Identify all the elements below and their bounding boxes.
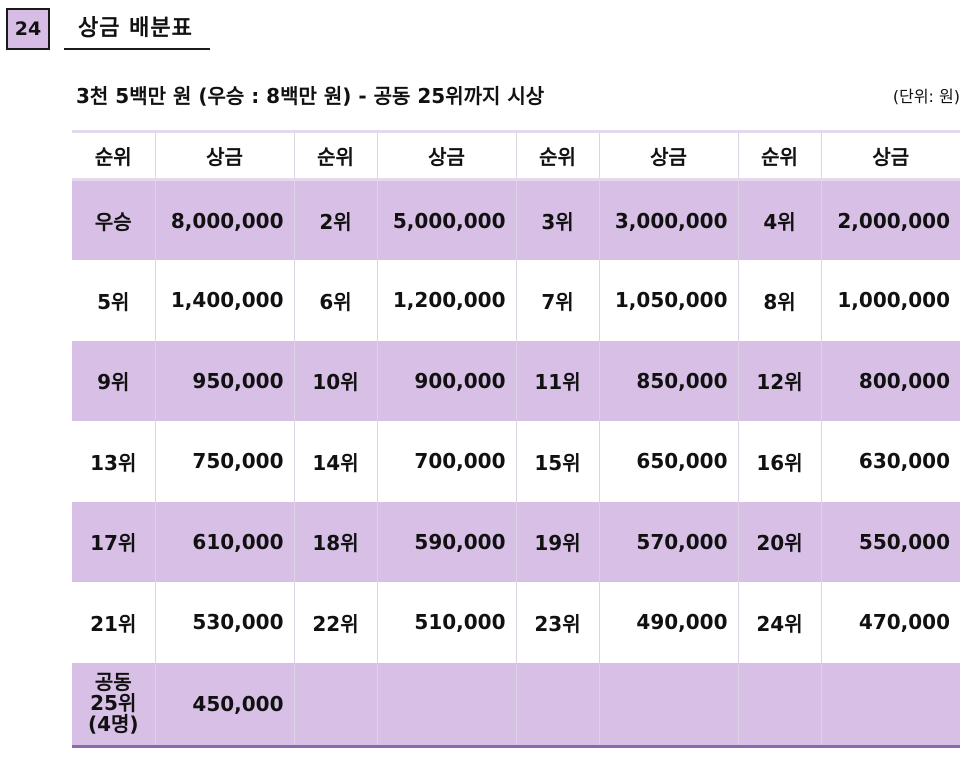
prize-distribution-table: 순위 상금 순위 상금 순위 상금 순위 상금 우승 8,000,000 2위 …: [72, 130, 960, 748]
prize-cell: 590,000: [376, 501, 516, 582]
page-title: 상금 배분표: [64, 14, 210, 50]
rank-cell: 22위: [293, 582, 377, 663]
prize-cell: 3,000,000: [598, 179, 738, 260]
empty-cell: [376, 662, 516, 748]
empty-cell: [515, 662, 599, 748]
prize-cell: 950,000: [154, 340, 294, 421]
prize-cell: 510,000: [376, 582, 516, 663]
prize-cell: 1,200,000: [376, 260, 516, 341]
header-prize: 상금: [598, 130, 738, 181]
prize-cell: 900,000: [376, 340, 516, 421]
empty-cell: [820, 662, 960, 748]
rank-cell: 16위: [737, 421, 821, 502]
header-rank: 순위: [72, 130, 155, 181]
rank-cell: 7위: [515, 260, 599, 341]
rank-cell: 15위: [515, 421, 599, 502]
rank-cell: 23위: [515, 582, 599, 663]
prize-cell: 1,000,000: [820, 260, 960, 341]
rank-cell: 20위: [737, 501, 821, 582]
table-row: 우승 8,000,000 2위 5,000,000 3위 3,000,000 4…: [72, 179, 960, 260]
header-prize: 상금: [154, 130, 294, 181]
unit-note: (단위: 원): [892, 87, 960, 106]
header-prize: 상금: [820, 130, 960, 181]
header-rank: 순위: [737, 130, 821, 181]
rank-cell: 6위: [293, 260, 377, 341]
table-row: 21위 530,000 22위 510,000 23위 490,000 24위 …: [72, 582, 960, 663]
rank-cell: 5위: [72, 260, 155, 341]
rank-cell: 10위: [293, 340, 377, 421]
prize-cell: 2,000,000: [820, 179, 960, 260]
prize-cell: 1,050,000: [598, 260, 738, 341]
table-row: 17위 610,000 18위 590,000 19위 570,000 20위 …: [72, 501, 960, 582]
table-row: 9위 950,000 10위 900,000 11위 850,000 12위 8…: [72, 340, 960, 421]
rank-cell-tied: 공동 25위 (4명): [72, 662, 155, 748]
rank-cell: 9위: [72, 340, 155, 421]
empty-cell: [737, 662, 821, 748]
rank-cell: 4위: [737, 179, 821, 260]
prize-cell: 1,400,000: [154, 260, 294, 341]
rank-cell: 우승: [72, 179, 155, 260]
rank-cell: 12위: [737, 340, 821, 421]
tied-rank-line: (4명): [87, 712, 139, 737]
rank-cell: 11위: [515, 340, 599, 421]
header-rank: 순위: [293, 130, 377, 181]
rank-cell: 19위: [515, 501, 599, 582]
prize-cell: 630,000: [820, 421, 960, 502]
prize-cell: 610,000: [154, 501, 294, 582]
header-rank: 순위: [515, 130, 599, 181]
prize-pool-subtitle: 3천 5백만 원 (우승 : 8백만 원) - 공동 25위까지 시상: [76, 84, 545, 108]
prize-cell: 530,000: [154, 582, 294, 663]
empty-cell: [293, 662, 377, 748]
header-prize: 상금: [376, 130, 516, 181]
table-row-tied-25th: 공동 25위 (4명) 450,000: [72, 662, 960, 748]
rank-cell: 18위: [293, 501, 377, 582]
rank-cell: 3위: [515, 179, 599, 260]
prize-cell: 750,000: [154, 421, 294, 502]
rank-cell: 14위: [293, 421, 377, 502]
prize-cell: 490,000: [598, 582, 738, 663]
rank-cell: 8위: [737, 260, 821, 341]
rank-cell: 13위: [72, 421, 155, 502]
tied-rank-line: 공동: [94, 670, 132, 695]
prize-cell: 800,000: [820, 340, 960, 421]
prize-cell: 850,000: [598, 340, 738, 421]
prize-cell: 570,000: [598, 501, 738, 582]
table-row: 5위 1,400,000 6위 1,200,000 7위 1,050,000 8…: [72, 260, 960, 341]
prize-cell: 550,000: [820, 501, 960, 582]
empty-cell: [598, 662, 738, 748]
rank-cell: 2위: [293, 179, 377, 260]
prize-cell: 450,000: [154, 662, 294, 748]
prize-cell: 5,000,000: [376, 179, 516, 260]
prize-cell: 700,000: [376, 421, 516, 502]
table-row: 13위 750,000 14위 700,000 15위 650,000 16위 …: [72, 421, 960, 502]
rank-cell: 21위: [72, 582, 155, 663]
prize-cell: 650,000: [598, 421, 738, 502]
prize-cell: 8,000,000: [154, 179, 294, 260]
tied-rank-line: 25위: [90, 691, 137, 716]
page-number-badge: 24: [6, 8, 50, 50]
table-header-row: 순위 상금 순위 상금 순위 상금 순위 상금: [72, 130, 960, 181]
rank-cell: 17위: [72, 501, 155, 582]
prize-cell: 470,000: [820, 582, 960, 663]
rank-cell: 24위: [737, 582, 821, 663]
